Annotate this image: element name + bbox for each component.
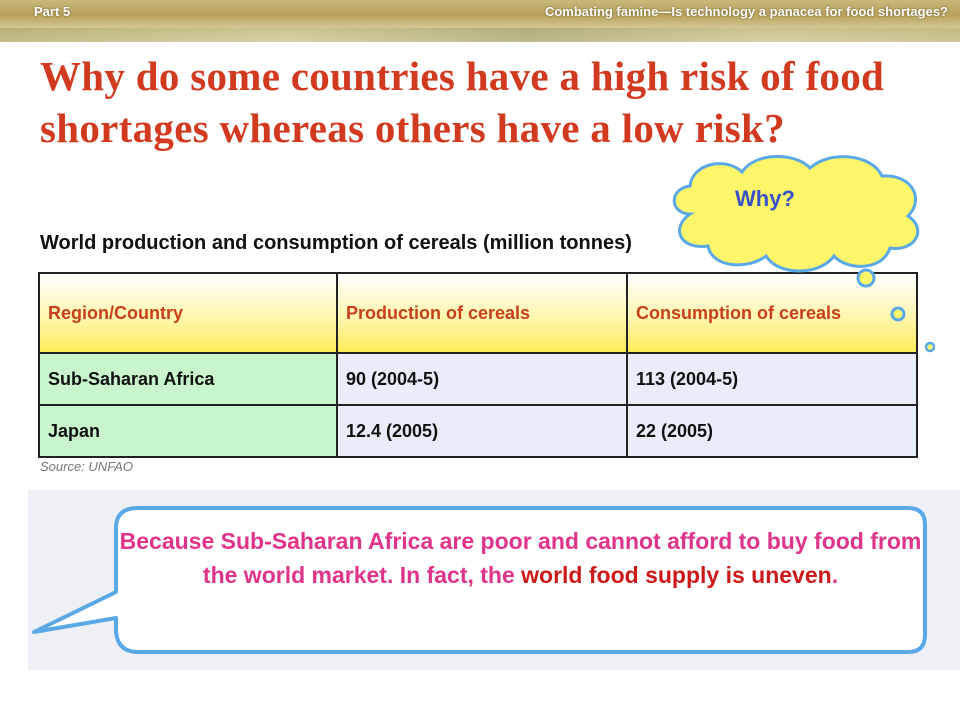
cell-region: Japan (38, 404, 338, 458)
thought-cloud (672, 155, 936, 353)
header-production: Production of cereals (336, 272, 628, 354)
cereal-table: Region/Country Production of cereals Con… (38, 272, 918, 458)
cell-consumption: 22 (2005) (626, 404, 918, 458)
speech-bubble (32, 506, 927, 654)
cell-production: 12.4 (2005) (336, 404, 628, 458)
callout-why: Why? (735, 186, 795, 211)
answer-part1: Because Sub-Saharan Africa are poor and … (119, 528, 922, 588)
cell-production: 90 (2004-5) (336, 352, 628, 406)
cloud-shape (672, 155, 936, 353)
answer-part2: . (831, 562, 839, 588)
answer-emphasis: world food supply is uneven (521, 562, 832, 588)
header-banner (0, 0, 960, 42)
header-region: Region/Country (38, 272, 338, 354)
table-header-row: Region/Country Production of cereals Con… (38, 272, 918, 354)
table-row: Japan 12.4 (2005) 22 (2005) (38, 404, 918, 458)
cell-consumption: 113 (2004-5) (626, 352, 918, 406)
page-title: Why do some countries have a high risk o… (40, 53, 885, 151)
part-topic: Combating famine—Is technology a panacea… (544, 4, 948, 19)
table-caption: World production and consumption of cere… (40, 232, 632, 254)
part-label: Part 5 (34, 4, 71, 19)
source-note: Source: UNFAO (40, 459, 133, 474)
cell-region: Sub-Saharan Africa (38, 352, 338, 406)
table-row: Sub-Saharan Africa 90 (2004-5) 113 (2004… (38, 352, 918, 406)
answer-text: Because Sub-Saharan Africa are poor and … (118, 524, 923, 592)
